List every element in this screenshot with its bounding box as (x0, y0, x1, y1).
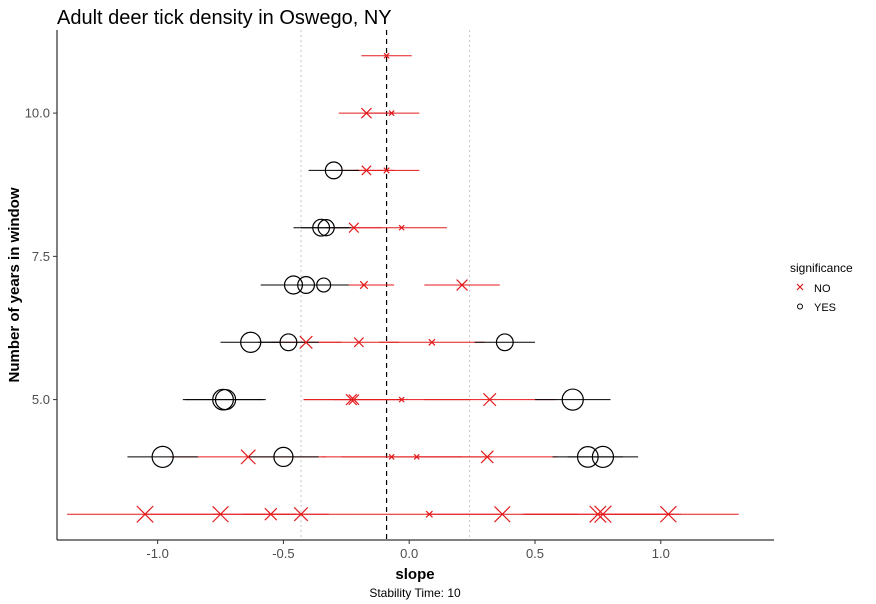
point-no (345, 393, 358, 406)
point-yes (312, 218, 331, 237)
point-no (456, 279, 468, 291)
point-no (136, 505, 154, 523)
y-axis-ticks: 5.0 7.5 10.0 (25, 106, 57, 407)
point-yes (273, 446, 294, 468)
y-tick-label: 7.5 (32, 249, 50, 264)
point-yes (316, 277, 332, 293)
point-yes (279, 333, 298, 352)
point-no (360, 107, 372, 119)
point-no (413, 453, 420, 460)
legend-title: significance (790, 261, 853, 275)
y-axis-title: Number of years in window (6, 187, 23, 382)
legend-yes-label: YES (814, 302, 836, 314)
point-yes (283, 275, 304, 295)
point-yes (591, 445, 615, 469)
x-tick-label: 1.0 (652, 546, 670, 561)
x-axis-ticks: -1.0 -0.5 0.0 0.5 1.0 (146, 540, 670, 561)
x-tick-label: -0.5 (272, 546, 294, 561)
point-yes (495, 333, 514, 352)
point-no (594, 505, 612, 524)
point-no (361, 165, 372, 176)
y-tick-label: 5.0 (32, 392, 50, 407)
caption: Stability Time: 10 (369, 586, 461, 600)
x-tick-label: 0.0 (400, 546, 418, 561)
point-no (425, 510, 433, 518)
point-no (428, 338, 436, 346)
legend-key-no: NO (796, 283, 831, 295)
x-tick-label: -1.0 (146, 546, 168, 561)
point-no (388, 453, 395, 460)
y-tick-label: 10.0 (25, 106, 50, 121)
point-no (388, 110, 395, 117)
point-yes (214, 388, 237, 411)
legend-x-icon (796, 283, 804, 291)
point-no (240, 449, 256, 465)
point-no (483, 392, 497, 407)
legend-no-symbol (796, 283, 804, 291)
point-no (348, 394, 360, 406)
chart-title: Adult deer tick density in Oswego, NY (57, 7, 392, 29)
point-yes (317, 219, 335, 237)
legend-circle-icon (797, 303, 803, 310)
error-bars (67, 55, 739, 515)
point-no (494, 505, 511, 523)
point-yes (151, 445, 174, 469)
point-yes (324, 161, 343, 180)
point-no (293, 507, 309, 522)
point-no (383, 167, 390, 174)
point-no (589, 505, 607, 523)
legend-yes-symbol (797, 303, 803, 310)
point-no (659, 505, 677, 523)
legend-no-label: NO (814, 283, 831, 295)
legend: significance NO YES (790, 261, 853, 314)
point-no (299, 335, 313, 349)
point-no (398, 396, 405, 403)
point-yes (576, 446, 599, 468)
data-points (136, 52, 677, 524)
point-no (353, 337, 365, 348)
x-tick-label: 0.5 (526, 546, 544, 561)
point-no (383, 52, 390, 59)
x-axis-title: slope (395, 566, 434, 583)
legend-key-yes: YES (797, 302, 836, 314)
point-no (359, 280, 369, 290)
point-yes (240, 331, 262, 353)
point-no (348, 222, 360, 233)
point-yes (297, 276, 316, 294)
point-no (264, 507, 278, 521)
point-no (480, 450, 494, 464)
point-yes (561, 388, 584, 411)
point-no (212, 505, 229, 523)
point-no (398, 224, 405, 231)
